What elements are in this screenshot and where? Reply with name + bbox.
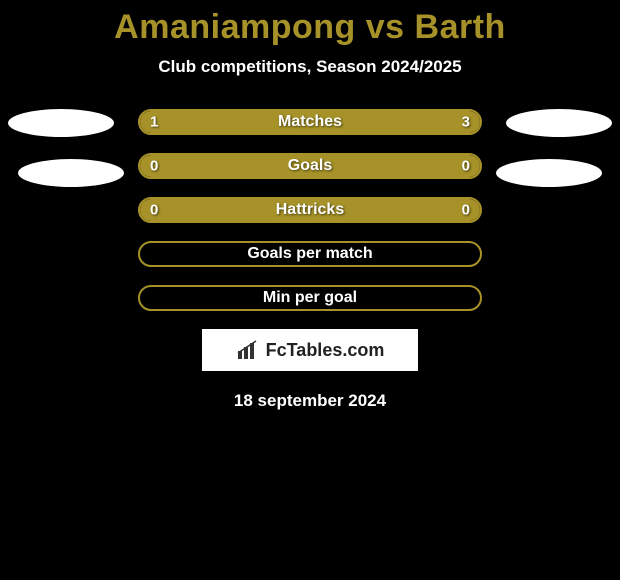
stat-row: Min per goal [138, 285, 482, 311]
logo: FcTables.com [236, 339, 385, 361]
title-player-left: Amaniampong [114, 8, 356, 46]
side-ellipse [496, 159, 602, 187]
logo-text: FcTables.com [266, 340, 385, 361]
stat-value-left: 0 [150, 158, 158, 175]
stat-bar: Min per goal [138, 285, 482, 311]
side-ellipse [18, 159, 124, 187]
page-title: Amaniampong vs Barth [0, 0, 620, 47]
side-ellipse [506, 109, 612, 137]
stat-value-right: 0 [462, 158, 470, 175]
stat-value-right: 3 [462, 114, 470, 131]
stat-label: Min per goal [263, 289, 357, 307]
stat-fill-right [225, 111, 480, 133]
stat-value-left: 1 [150, 114, 158, 131]
stat-bar: Matches 1 3 [138, 109, 482, 135]
title-player-right: Barth [415, 8, 506, 46]
stat-bar: Goals per match [138, 241, 482, 267]
stat-label: Hattricks [276, 201, 344, 219]
date-text: 18 september 2024 [0, 391, 620, 411]
stat-fill-left [140, 155, 310, 177]
side-ellipse [8, 109, 114, 137]
subtitle: Club competitions, Season 2024/2025 [0, 57, 620, 77]
stats-section: Matches 1 3 Goals 0 0 Hattricks 0 0 Goals per mat… [0, 109, 620, 311]
stat-bar: Hattricks 0 0 [138, 197, 482, 223]
stat-label: Goals [288, 157, 332, 175]
stat-row: Matches 1 3 [138, 109, 482, 135]
stat-value-right: 0 [462, 202, 470, 219]
stat-label: Goals per match [247, 245, 372, 263]
stat-bar: Goals 0 0 [138, 153, 482, 179]
stat-row: Goals per match [138, 241, 482, 267]
stat-value-left: 0 [150, 202, 158, 219]
bar-chart-icon [236, 339, 262, 361]
title-vs: vs [356, 8, 415, 46]
stat-fill-right [310, 155, 480, 177]
stat-label: Matches [278, 113, 342, 131]
stat-row: Hattricks 0 0 [138, 197, 482, 223]
stat-row: Goals 0 0 [138, 153, 482, 179]
logo-box: FcTables.com [202, 329, 418, 371]
